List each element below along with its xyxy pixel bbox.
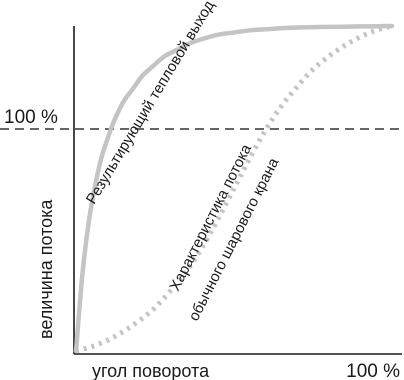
y-tick-label-100: 100 % <box>4 107 58 128</box>
series-line-resulting-heat-output <box>73 23 395 354</box>
series-line-ball-valve-flow <box>75 23 393 354</box>
series-label-heat-output: Результирующий тепловой выход <box>83 0 218 207</box>
y-axis-label: величина потока <box>36 199 56 339</box>
x-tick-label-100: 100 % <box>346 361 400 380</box>
x-axis-label: угол поворота <box>92 361 210 380</box>
